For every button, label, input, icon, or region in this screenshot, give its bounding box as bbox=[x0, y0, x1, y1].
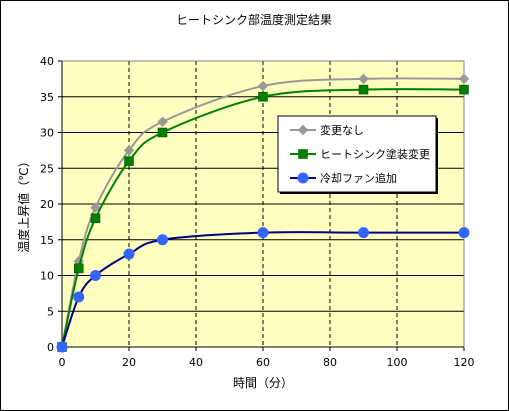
x-tick-label: 120 bbox=[454, 356, 475, 369]
data-point bbox=[157, 127, 168, 138]
y-tick-label: 35 bbox=[40, 91, 54, 104]
x-tick-label: 80 bbox=[323, 356, 337, 369]
series-group bbox=[56, 73, 470, 353]
y-axis-label: 温度上昇値（℃） bbox=[16, 155, 31, 252]
legend-item: ヒートシンク塗装変更 bbox=[290, 147, 430, 161]
y-tick-label: 0 bbox=[47, 341, 54, 354]
data-point bbox=[73, 291, 85, 303]
y-tick-label: 10 bbox=[40, 270, 54, 283]
data-point bbox=[458, 73, 470, 85]
x-axis-label: 時間（分） bbox=[233, 376, 293, 390]
legend-item: 変更なし bbox=[290, 123, 364, 137]
data-point bbox=[257, 80, 269, 92]
data-point bbox=[258, 92, 268, 102]
series-2 bbox=[57, 84, 469, 352]
data-point bbox=[90, 213, 101, 224]
data-point bbox=[157, 116, 168, 127]
series-3 bbox=[56, 227, 470, 353]
legend-marker bbox=[298, 149, 308, 159]
x-tick-label: 20 bbox=[122, 356, 136, 369]
x-tick-label: 100 bbox=[387, 356, 408, 369]
y-tick-label: 15 bbox=[40, 234, 54, 247]
legend-label: 冷却ファン追加 bbox=[320, 171, 397, 185]
data-point bbox=[90, 270, 101, 281]
axes bbox=[58, 60, 465, 351]
y-tick-label: 5 bbox=[47, 305, 54, 318]
data-point bbox=[358, 227, 369, 239]
data-point bbox=[257, 227, 269, 239]
x-tick-label: 0 bbox=[59, 356, 66, 369]
y-tick-label: 40 bbox=[40, 55, 54, 68]
data-point bbox=[459, 84, 469, 95]
data-point bbox=[358, 73, 369, 85]
legend-item: 冷却ファン追加 bbox=[290, 171, 397, 185]
data-point bbox=[74, 263, 84, 274]
legend-label: ヒートシンク塗装変更 bbox=[320, 147, 430, 161]
y-tick-label: 20 bbox=[40, 198, 54, 211]
data-point bbox=[123, 248, 135, 260]
data-point bbox=[56, 341, 68, 353]
data-point bbox=[123, 145, 135, 156]
x-tick-label: 60 bbox=[256, 356, 270, 369]
y-tick-label: 30 bbox=[40, 127, 54, 140]
x-tick-label: 40 bbox=[189, 356, 203, 369]
data-point bbox=[358, 84, 369, 95]
legend-marker bbox=[297, 124, 309, 136]
data-point bbox=[157, 234, 168, 246]
data-point bbox=[124, 156, 134, 166]
chart-title: ヒートシンク部温度測定結果 bbox=[176, 12, 332, 27]
y-tick-label: 25 bbox=[40, 162, 54, 175]
legend-label: 変更なし bbox=[320, 123, 364, 137]
data-point bbox=[458, 227, 470, 239]
labels: 0 5 10 15 20 25 30 35 40 0 20 40 60 80 100 120 ヒートシンク部温度… bbox=[16, 12, 475, 390]
legend-marker bbox=[297, 172, 309, 184]
data-point bbox=[90, 202, 101, 213]
